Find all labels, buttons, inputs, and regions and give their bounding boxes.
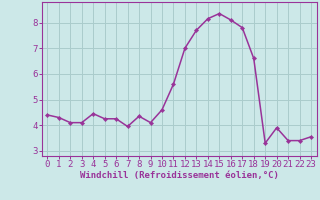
X-axis label: Windchill (Refroidissement éolien,°C): Windchill (Refroidissement éolien,°C) (80, 171, 279, 180)
